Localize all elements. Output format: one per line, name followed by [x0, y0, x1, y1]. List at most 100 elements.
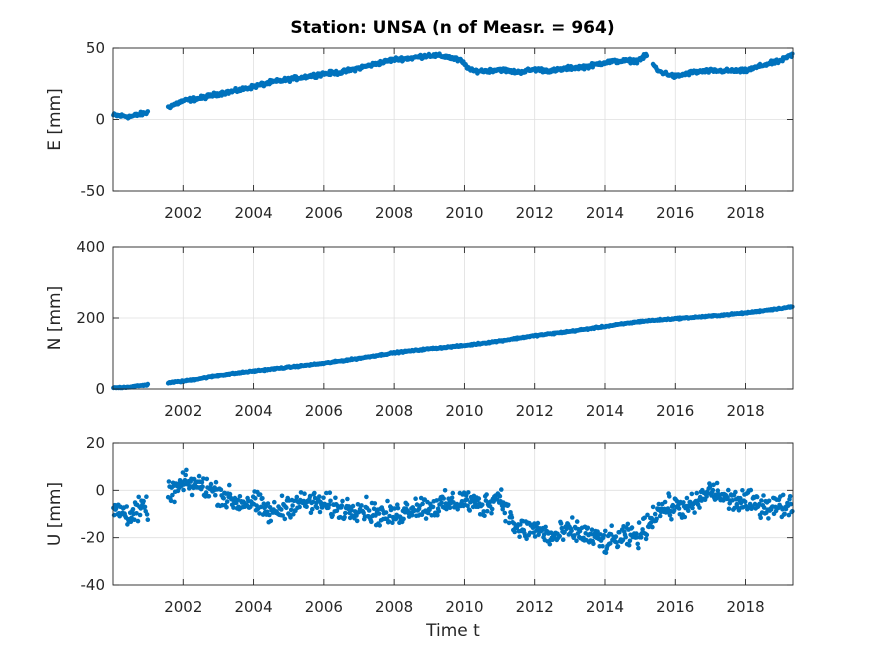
- data-point: [442, 488, 448, 493]
- data-point: [383, 510, 389, 515]
- data-point: [667, 494, 672, 499]
- data-point: [144, 512, 150, 517]
- data-point: [218, 487, 224, 493]
- data-point: [135, 518, 141, 524]
- data-point: [758, 515, 763, 521]
- data-point: [200, 484, 205, 490]
- x-tick-label: 2014: [586, 402, 624, 420]
- data-point: [759, 498, 764, 503]
- data-point: [790, 304, 795, 310]
- data-point: [681, 500, 686, 505]
- data-point: [557, 533, 562, 539]
- data-point: [253, 496, 258, 501]
- data-point: [435, 512, 440, 518]
- data-point: [326, 502, 332, 508]
- x-tick-label: 2010: [445, 598, 483, 616]
- data-point: [650, 524, 655, 530]
- x-tick-label: 2008: [375, 598, 413, 616]
- data-point: [574, 519, 580, 524]
- data-point: [466, 490, 471, 495]
- data-point: [183, 472, 188, 478]
- y-tick-label: -40: [81, 576, 106, 594]
- data-point: [224, 505, 229, 510]
- data-point: [506, 502, 511, 508]
- x-tick-label: 2016: [656, 204, 694, 222]
- data-point: [172, 499, 177, 505]
- data-point: [145, 517, 151, 522]
- data-point: [740, 488, 745, 493]
- x-tick-label: 2004: [234, 204, 272, 222]
- y-tick-label: 20: [86, 434, 105, 452]
- y-axis-label: E [mm]: [45, 88, 65, 151]
- data-point: [282, 516, 288, 522]
- data-point: [748, 487, 754, 493]
- data-point: [547, 541, 553, 547]
- data-point: [142, 504, 148, 510]
- data-point: [268, 518, 274, 524]
- data-point: [364, 494, 369, 500]
- data-point: [369, 519, 374, 525]
- x-tick-label: 2016: [656, 402, 694, 420]
- x-tick-label: 2002: [164, 598, 202, 616]
- data-point: [627, 538, 633, 544]
- data-point: [689, 491, 695, 497]
- data-point: [196, 473, 202, 479]
- data-point: [467, 508, 473, 513]
- y-tick-label: 50: [86, 39, 105, 57]
- data-point: [574, 538, 579, 544]
- x-axis-label: Time t: [426, 621, 480, 641]
- data-point: [609, 523, 614, 528]
- data-point: [441, 496, 447, 501]
- data-point: [312, 490, 317, 496]
- y-tick-label: 200: [76, 309, 105, 327]
- data-point: [643, 536, 649, 542]
- data-point: [339, 503, 345, 508]
- data-point: [512, 529, 517, 535]
- data-point: [420, 501, 425, 507]
- axes-box: [112, 442, 794, 586]
- data-point: [439, 500, 444, 506]
- data-point: [686, 508, 691, 513]
- data-point: [189, 492, 195, 498]
- data-point: [636, 520, 642, 525]
- data-point: [790, 51, 795, 57]
- data-point: [754, 494, 760, 500]
- x-tick-label: 2018: [726, 598, 764, 616]
- data-point: [449, 495, 455, 501]
- data-point: [726, 506, 732, 512]
- x-tick-label: 2004: [234, 598, 272, 616]
- data-point: [644, 53, 650, 59]
- data-point: [625, 521, 631, 527]
- x-tick-label: 2018: [726, 204, 764, 222]
- data-point: [333, 495, 338, 501]
- x-tick-label: 2010: [445, 402, 483, 420]
- data-point: [314, 505, 320, 511]
- data-point: [145, 109, 151, 114]
- data-point: [413, 496, 418, 502]
- data-point: [340, 498, 345, 504]
- x-tick-label: 2008: [375, 204, 413, 222]
- data-point: [485, 508, 490, 514]
- data-point: [662, 499, 668, 505]
- data-point: [502, 510, 508, 516]
- data-point: [279, 507, 284, 512]
- data-point: [221, 496, 226, 501]
- data-point: [517, 534, 522, 539]
- x-tick-label: 2004: [234, 402, 272, 420]
- data-point: [684, 495, 690, 501]
- data-point: [499, 487, 504, 492]
- data-point: [436, 508, 442, 514]
- data-point: [366, 508, 372, 513]
- data-point: [304, 504, 309, 510]
- y-axis-label: N [mm]: [45, 286, 65, 351]
- y-tick-label: -50: [81, 182, 106, 200]
- x-tick-label: 2016: [656, 598, 694, 616]
- data-point: [615, 544, 621, 549]
- data-point: [430, 504, 436, 510]
- data-point: [726, 487, 731, 493]
- data-point: [710, 487, 716, 493]
- data-point: [385, 498, 390, 504]
- chart-title: Station: UNSA (n of Measr. = 964): [290, 18, 615, 38]
- x-tick-label: 2012: [516, 598, 554, 616]
